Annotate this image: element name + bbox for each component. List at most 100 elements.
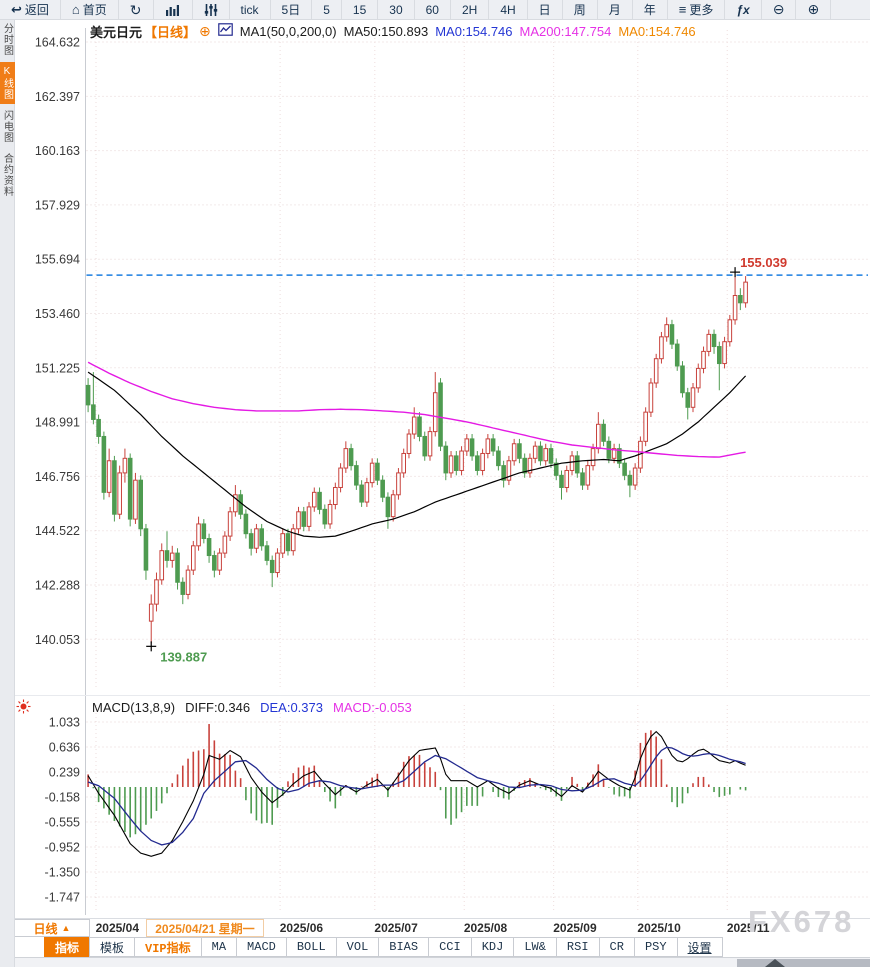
macd-settings-sun-icon[interactable] xyxy=(16,699,31,719)
expand-panel-arrow-icon[interactable] xyxy=(765,959,785,967)
symbol-name: 美元日元 xyxy=(90,24,143,40)
macd-header-segment-0: MACD(13,8,9) xyxy=(92,699,176,715)
sidebar-item-time-chart[interactable]: 分时图 xyxy=(1,23,13,56)
svg-text:144.522: 144.522 xyxy=(35,524,80,538)
indicator-tab-MACD[interactable]: MACD xyxy=(236,937,287,957)
sidebar-item-contract-info[interactable]: 合约资料 xyxy=(1,153,13,197)
indicator-tab-MA[interactable]: MA xyxy=(200,937,238,957)
period-selector[interactable]: 日线 ▲ xyxy=(14,919,90,937)
indicator-tab-BIAS[interactable]: BIAS xyxy=(378,937,430,957)
svg-text:160.163: 160.163 xyxy=(35,144,80,158)
x-axis-label: 2025/11 xyxy=(726,921,770,935)
toolbar-btn-refresh[interactable]: ↻ xyxy=(119,0,154,19)
svg-text:-0.158: -0.158 xyxy=(45,790,80,804)
chart-header: 美元日元 【日线】 ⊕ MA1(50,0,200,0) MA50:150.893 MA0:… xyxy=(90,22,696,40)
toolbar-btn-5d[interactable]: 5日 xyxy=(271,0,313,19)
svg-text:-1.350: -1.350 xyxy=(45,866,80,880)
sidebar-item-lightning-chart[interactable]: 闪电图 xyxy=(1,110,13,143)
ma200-line xyxy=(87,361,746,458)
add-compare-icon[interactable]: ⊕ xyxy=(199,22,211,39)
svg-text:-0.952: -0.952 xyxy=(45,840,80,854)
indicator-tab-VIP指标[interactable]: VIP指标 xyxy=(134,937,202,957)
period-label: 日线 xyxy=(33,921,58,936)
svg-text:155.694: 155.694 xyxy=(35,253,80,267)
svg-text:151.225: 151.225 xyxy=(35,361,80,375)
indicator-tab-模板[interactable]: 模板 xyxy=(89,937,136,957)
macd-dea-line xyxy=(87,746,746,846)
svg-text:0.239: 0.239 xyxy=(49,765,80,779)
toolbar-btn-h4[interactable]: 4H xyxy=(489,0,528,19)
selected-date-label: 2025/04/21 星期一 xyxy=(146,919,264,937)
indicator-tab-RSI[interactable]: RSI xyxy=(555,937,600,957)
toolbar-btn-m15[interactable]: 15 xyxy=(342,0,379,19)
svg-text:139.887: 139.887 xyxy=(160,649,207,664)
ma-chart-icon[interactable] xyxy=(217,23,233,39)
ma50-line xyxy=(87,371,747,538)
indicator-tab-LW&[interactable]: LW& xyxy=(513,937,557,957)
top-toolbar: ↩ 返回 ⌂ 首页 ↻ tick 5日 5 15 30 60 2H 4H 日周月年 ≡ 更多 ƒx ⊖ ⊕ xyxy=(0,0,870,20)
svg-text:148.991: 148.991 xyxy=(35,416,80,430)
period-tag: 【日线】 xyxy=(144,24,197,40)
svg-text:155.039: 155.039 xyxy=(740,255,787,270)
high-low-markers: 139.887 155.039 xyxy=(146,255,787,664)
macd-header: MACD(13,8,9) DIFF:0.346 DEA:0.373 MACD:-0.0… xyxy=(92,699,412,715)
toolbar-btn-m60[interactable]: 60 xyxy=(415,0,451,19)
grid-lines xyxy=(14,28,870,915)
toolbar-btn-month[interactable]: 月 xyxy=(598,0,633,19)
toolbar-btn-m5[interactable]: 5 xyxy=(312,0,342,19)
macd-header-segment-1: DIFF:0.346 xyxy=(185,699,251,715)
indicator-tab-CR[interactable]: CR xyxy=(598,937,635,957)
toolbar-btn-tick[interactable]: tick xyxy=(230,0,271,19)
price-axis-labels: 164.632 162.397 160.163 157.929 155.694 153.4… xyxy=(35,36,80,905)
ma-value-0: MA50:150.893 xyxy=(343,23,429,39)
toolbar-btn-week[interactable]: 周 xyxy=(563,0,598,19)
sidebar-item-kline-chart[interactable]: K线图 xyxy=(0,62,15,104)
toolbar-btn-back[interactable]: ↩ 返回 xyxy=(0,0,61,19)
svg-text:146.756: 146.756 xyxy=(35,470,80,484)
indicator-tab-CCI[interactable]: CCI xyxy=(428,937,472,957)
candles-layer xyxy=(85,275,748,644)
toolbar-btn-more[interactable]: ≡ 更多 xyxy=(668,0,726,19)
left-sidebar: 分时图 K线图闪电图合约资料 xyxy=(0,19,15,967)
indicator-tab-VOL[interactable]: VOL xyxy=(335,937,380,957)
x-axis-strip: 日线 ▲ 2025/04 2025/06 2025/07 2025/08 2025/09… xyxy=(0,918,870,938)
macd-header-segment-2: DEA:0.373 xyxy=(260,699,323,715)
indicator-tab-指标[interactable]: 指标 xyxy=(44,937,91,957)
svg-text:164.632: 164.632 xyxy=(35,36,80,50)
toolbar-btn-m30[interactable]: 30 xyxy=(378,0,415,19)
indicator-tab-bar: 指标 模板 VIP指标 MA MACD BOLL VOL BIAS CCI KDJ LW& RSI CR… xyxy=(0,937,870,957)
scrollbar-thumb[interactable] xyxy=(737,959,870,967)
toolbar-btn-zoom-out[interactable]: ⊖ xyxy=(762,0,797,19)
svg-text:162.397: 162.397 xyxy=(35,90,80,104)
svg-text:0.636: 0.636 xyxy=(49,740,80,754)
svg-text:153.460: 153.460 xyxy=(35,307,80,321)
indicator-tab-KDJ[interactable]: KDJ xyxy=(470,937,515,957)
svg-text:140.053: 140.053 xyxy=(35,633,80,647)
x-axis-label: 2025/09 xyxy=(553,921,597,935)
svg-text:-1.747: -1.747 xyxy=(45,891,80,905)
svg-text:157.929: 157.929 xyxy=(35,198,80,212)
ma-value-3: MA0:154.746 xyxy=(618,23,696,39)
toolbar-btn-home[interactable]: ⌂ 首页 xyxy=(61,0,119,19)
indicator-tab-BOLL[interactable]: BOLL xyxy=(285,937,337,957)
bottom-scrollbar-track[interactable] xyxy=(0,957,870,967)
svg-text:1.033: 1.033 xyxy=(49,715,80,729)
toolbar-btn-day[interactable]: 日 xyxy=(528,0,563,19)
macd-header-segment-3: MACD:-0.053 xyxy=(332,699,412,715)
toolbar-btn-h2[interactable]: 2H xyxy=(451,0,490,19)
indicator-tab-设置[interactable]: 设置 xyxy=(676,937,723,957)
indicator-tab-PSY[interactable]: PSY xyxy=(633,937,678,957)
x-axis-label: 2025/04 xyxy=(95,921,139,935)
toolbar-btn-chart-style[interactable] xyxy=(154,0,193,19)
ma-settings-label: MA1(50,0,200,0) xyxy=(239,23,337,39)
toolbar-btn-zoom-in[interactable]: ⊕ xyxy=(796,0,832,19)
toolbar-btn-indicators[interactable] xyxy=(193,0,230,19)
x-axis-label: 2025/07 xyxy=(374,921,418,935)
toolbar-btn-fx[interactable]: ƒx xyxy=(725,0,762,19)
x-axis-label: 2025/10 xyxy=(637,921,681,935)
macd-histogram xyxy=(87,724,747,838)
toolbar-btn-year[interactable]: 年 xyxy=(633,0,668,19)
ma-value-1: MA0:154.746 xyxy=(435,23,513,39)
